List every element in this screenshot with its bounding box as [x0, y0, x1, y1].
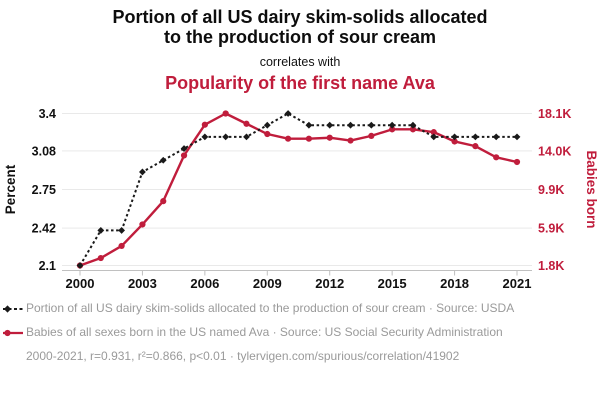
data-point-babies-ava [284, 135, 292, 142]
title-line-1: Portion of all US dairy skim-solids allo… [112, 7, 488, 27]
x-axis-tick-label: 2006 [190, 276, 219, 291]
y-left-axis-title: Percent [3, 164, 18, 214]
data-point-babies-ava [264, 130, 271, 138]
data-point-skim-solids [97, 227, 105, 234]
red-circle-line-marker-icon [3, 329, 23, 337]
data-point-skim-solids [347, 121, 354, 129]
data-point-babies-ava [513, 158, 521, 166]
data-point-skim-solids [451, 133, 458, 141]
data-point-babies-ava [430, 129, 437, 136]
data-point-skim-solids [263, 121, 271, 129]
black-dashed-diamond-marker-icon [3, 305, 25, 313]
page-title: Portion of all US dairy skim-solids allo… [0, 7, 600, 47]
data-point-skim-solids [139, 168, 146, 176]
y-left-tick-label: 2.1 [39, 259, 56, 273]
data-point-babies-ava [389, 126, 396, 133]
data-point-skim-solids [430, 133, 438, 141]
data-point-babies-ava [118, 242, 125, 250]
dual-axis-line-chart: 3.4 18.1K 3.08 14.0K 2.75 9.9K 2.42 5.9K 2.1 1.8K… [3, 107, 599, 291]
y-right-axis-title: Babies born [584, 150, 599, 228]
y-left-tick-label: 2.75 [32, 183, 56, 197]
data-point-babies-ava [368, 132, 375, 139]
data-point-skim-solids [326, 121, 334, 129]
data-point-skim-solids [222, 133, 230, 141]
data-point-skim-solids [305, 121, 313, 129]
data-point-babies-ava [409, 126, 417, 133]
data-point-babies-ava [97, 254, 104, 262]
x-axis-tick-label: 2009 [253, 276, 282, 291]
data-point-skim-solids [367, 121, 375, 129]
series-line-babies-ava [79, 112, 518, 267]
legend-item-skim-solids: Portion of all US dairy skim-solids allo… [2, 300, 600, 316]
data-point-babies-ava [472, 143, 479, 150]
data-point-skim-solids [388, 121, 396, 129]
data-point-skim-solids [243, 133, 250, 141]
y-left-tick-label: 2.42 [32, 222, 56, 236]
data-point-skim-solids [180, 145, 188, 152]
data-point-babies-ava [160, 198, 167, 205]
y-left-tick-label: 3.4 [39, 107, 56, 121]
data-point-babies-ava [222, 110, 229, 117]
y-right-tick-label: 14.0K [538, 144, 571, 158]
data-point-babies-ava [451, 138, 458, 145]
y-right-tick-label: 5.9K [538, 222, 564, 236]
data-point-skim-solids [284, 110, 292, 117]
footer-stats: 2000-2021, r=0.931, r²=0.866, p<0.01 · t… [26, 349, 460, 363]
data-point-babies-ava [243, 120, 250, 127]
data-point-skim-solids [118, 227, 126, 234]
data-point-skim-solids [492, 133, 500, 141]
title-line-2: to the production of sour cream [163, 27, 436, 47]
x-axis-tick-label: 2012 [315, 276, 344, 291]
data-point-babies-ava [305, 135, 313, 142]
y-right-tick-label: 18.1K [538, 107, 571, 121]
y-right-tick-label: 1.8K [538, 259, 564, 273]
data-point-skim-solids [76, 262, 84, 269]
data-point-babies-ava [201, 121, 208, 128]
subtitle-correlates-with: correlates with [259, 55, 341, 69]
series-line-skim-solids [79, 112, 517, 267]
data-point-skim-solids [201, 133, 209, 141]
data-point-babies-ava [347, 137, 354, 144]
data-point-skim-solids [471, 133, 479, 141]
x-axis-tick-label: 2018 [440, 276, 469, 291]
secondary-title: Popularity of the first name Ava [165, 73, 435, 93]
data-point-skim-solids [409, 121, 417, 129]
data-point-babies-ava [493, 154, 500, 161]
x-axis-tick-label: 2021 [503, 276, 532, 291]
data-point-skim-solids [513, 133, 521, 141]
legend-item-label: Portion of all US dairy skim-solids allo… [26, 301, 515, 315]
data-point-babies-ava [139, 221, 146, 228]
x-axis-tick-label: 2000 [66, 276, 95, 291]
y-right-tick-label: 9.9K [538, 183, 564, 197]
legend-item-label: Babies of all sexes born in the US named… [26, 325, 503, 339]
data-point-babies-ava [180, 152, 188, 159]
legend-item-babies-ava: Babies of all sexes born in the US named… [2, 324, 600, 340]
data-point-babies-ava [326, 134, 333, 141]
x-axis-tick-label: 2003 [128, 276, 157, 291]
x-axis-tick-label: 2015 [378, 276, 407, 291]
legend: Portion of all US dairy skim-solids allo… [2, 300, 600, 340]
data-point-skim-solids [159, 156, 167, 164]
y-left-tick-label: 3.08 [32, 144, 56, 158]
